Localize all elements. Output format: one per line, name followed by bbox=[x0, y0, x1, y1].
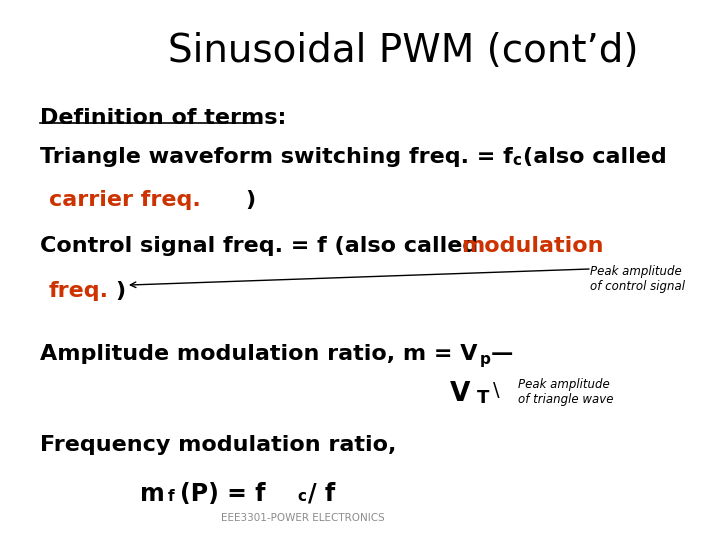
Text: Frequency modulation ratio,: Frequency modulation ratio, bbox=[40, 435, 396, 455]
Text: p: p bbox=[480, 352, 490, 367]
Text: \: \ bbox=[493, 381, 500, 400]
Text: modulation: modulation bbox=[461, 236, 603, 256]
Text: Control signal freq. = f (also called: Control signal freq. = f (also called bbox=[40, 236, 485, 256]
Text: f: f bbox=[168, 489, 174, 504]
Text: Amplitude modulation ratio, m = V: Amplitude modulation ratio, m = V bbox=[40, 344, 477, 364]
Text: Definition of terms:: Definition of terms: bbox=[40, 108, 286, 128]
Text: ): ) bbox=[115, 281, 125, 301]
Text: c: c bbox=[513, 153, 521, 168]
Text: of triangle wave: of triangle wave bbox=[518, 393, 614, 406]
Text: T: T bbox=[477, 389, 490, 407]
Text: m: m bbox=[140, 482, 165, 505]
Text: Peak amplitude: Peak amplitude bbox=[518, 378, 610, 391]
Text: EEE3301-POWER ELECTRONICS: EEE3301-POWER ELECTRONICS bbox=[220, 512, 384, 523]
Text: (P) = f: (P) = f bbox=[180, 482, 266, 505]
Text: ): ) bbox=[245, 190, 255, 210]
Text: / f: / f bbox=[308, 482, 336, 505]
Text: Sinusoidal PWM (cont’d): Sinusoidal PWM (cont’d) bbox=[168, 32, 639, 70]
Text: Triangle waveform switching freq. = f: Triangle waveform switching freq. = f bbox=[40, 147, 513, 167]
Text: —: — bbox=[490, 344, 513, 364]
Text: of control signal: of control signal bbox=[590, 280, 685, 293]
Text: (also called: (also called bbox=[523, 147, 667, 167]
Text: carrier freq.: carrier freq. bbox=[49, 190, 201, 210]
Text: freq.: freq. bbox=[49, 281, 109, 301]
Text: c: c bbox=[297, 489, 306, 504]
Text: V: V bbox=[450, 381, 470, 407]
Text: Peak amplitude: Peak amplitude bbox=[590, 265, 682, 278]
